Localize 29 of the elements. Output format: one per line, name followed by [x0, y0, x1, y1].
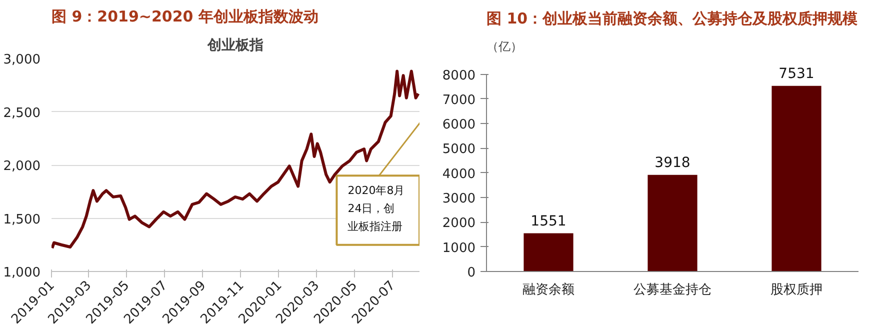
y-tick-label: 1,000 [3, 266, 40, 280]
y-tick-label: 3,000 [3, 52, 40, 68]
x-tick-label: 公募基金持仓 [634, 282, 712, 298]
y-tick-label: 7000 [442, 92, 476, 108]
y-tick-label: 0 [467, 266, 476, 280]
y-tick-label: 3000 [442, 192, 476, 207]
y-tick-label: 5000 [442, 142, 476, 158]
y-tick-label: 2000 [442, 216, 476, 232]
chart-title: 图 9：2019~2020 年创业板指数波动 [52, 8, 318, 26]
bar [524, 233, 574, 272]
annotation: 2020年8月24日，创业板指注册 [348, 184, 405, 234]
x-tick-label: 股权质押 [770, 282, 822, 298]
bar [772, 86, 822, 272]
y-tick-label: 6000 [442, 118, 476, 133]
line-series [52, 70, 420, 250]
y-tick-label: 2,000 [3, 159, 40, 174]
y-tick-label: 1,500 [3, 212, 40, 228]
y-tick-label: 4000 [442, 166, 476, 182]
y-tick-label: 1000 [442, 240, 476, 256]
bar [648, 174, 698, 272]
y-tick-label: 8000 [442, 68, 476, 84]
chart-subtitle: 创业板指 [206, 38, 264, 54]
data-label: 3918 [654, 154, 690, 171]
data-label: 1551 [530, 213, 566, 230]
y-tick-label: 2,500 [3, 106, 40, 121]
x-tick-label: 融资余额 [522, 282, 574, 298]
data-label: 7531 [778, 66, 814, 82]
chart-title: 图 10：创业板当前融资余额、公募持仓及股权质押规模 [486, 10, 859, 28]
y-axis-title: （亿） [486, 40, 522, 54]
